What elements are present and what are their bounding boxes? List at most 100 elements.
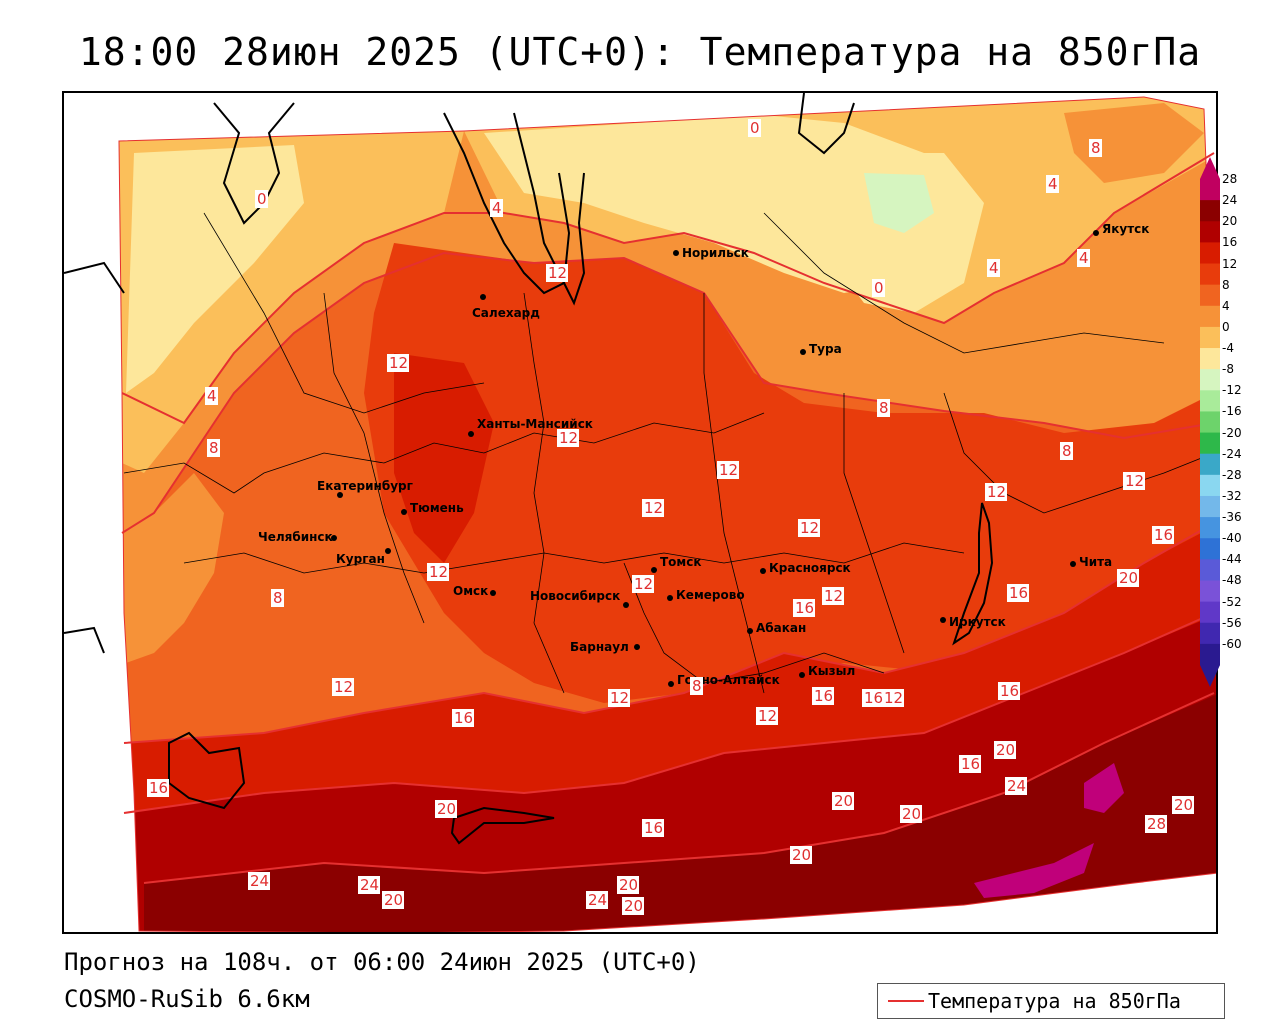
model-name: COSMO-RuSib 6.6км bbox=[64, 985, 310, 1013]
isotherm-label: 12 bbox=[634, 575, 653, 593]
isotherm-label: 4 bbox=[207, 387, 217, 405]
isotherm-label: 16 bbox=[454, 709, 473, 727]
isotherm-label-bg bbox=[271, 589, 284, 607]
isotherm-label: 0 bbox=[750, 119, 760, 137]
colorbar-tick-label: 12 bbox=[1222, 256, 1238, 271]
city-khanty-mansiysk[interactable]: Ханты-Мансийск bbox=[468, 417, 593, 437]
colorbar-swatch bbox=[1200, 242, 1220, 265]
isotherm-label-bg bbox=[1117, 569, 1139, 587]
isotherm-label: 4 bbox=[1048, 175, 1058, 193]
city-gorno-altaysk[interactable]: Горно-Алтайск bbox=[668, 673, 780, 687]
isotherm-label-bg bbox=[1007, 584, 1029, 602]
isotherm-label: 24 bbox=[1007, 777, 1026, 795]
isotherm-label: 20 bbox=[624, 897, 643, 915]
isotherm-label: 20 bbox=[384, 891, 403, 909]
isotherm-label-bg bbox=[717, 461, 739, 479]
isotherm-label: 20 bbox=[902, 805, 921, 823]
city-novosibirsk[interactable]: Новосибирск bbox=[530, 589, 629, 608]
svg-text:Норильск: Норильск bbox=[682, 246, 749, 260]
isotherm-label: 0 bbox=[874, 279, 884, 297]
svg-text:Чита: Чита bbox=[1079, 555, 1112, 569]
isotherm-label: 4 bbox=[1079, 249, 1089, 267]
svg-text:Кызыл: Кызыл bbox=[808, 664, 855, 678]
svg-text:Абакан: Абакан bbox=[756, 621, 806, 635]
city-norilsk[interactable]: Норильск bbox=[673, 246, 749, 260]
city-salekhard[interactable]: Салехард bbox=[472, 294, 540, 320]
isotherm-label: 4 bbox=[492, 199, 502, 217]
colorbar-max-arrow bbox=[1200, 157, 1220, 179]
isotherm-label-bg bbox=[608, 689, 630, 707]
city-chelyabinsk[interactable]: Челябинск bbox=[258, 530, 337, 544]
admin-borders bbox=[123, 212, 1215, 694]
colorbar-swatch bbox=[1200, 179, 1220, 201]
city-krasnoyarsk[interactable]: Красноярск bbox=[760, 561, 851, 575]
svg-text:Омск: Омск bbox=[453, 584, 488, 598]
colorbar-swatch bbox=[1200, 474, 1220, 497]
city-kurgan[interactable]: Курган bbox=[336, 548, 391, 566]
isotherm-label-bg bbox=[427, 563, 449, 581]
isotherm-label: 28 bbox=[1147, 815, 1166, 833]
isotherm-label-bg bbox=[998, 682, 1020, 700]
colorbar-swatch bbox=[1200, 495, 1220, 518]
isotherm-label-bg bbox=[877, 399, 890, 417]
isotherm-label-bg bbox=[1145, 815, 1167, 833]
colorbar-swatch bbox=[1200, 432, 1220, 455]
isotherm-label: 12 bbox=[800, 519, 819, 537]
colorbar-tick-label: 4 bbox=[1222, 298, 1230, 313]
colorbar-tick-label: 8 bbox=[1222, 277, 1230, 292]
city-chita[interactable]: Чита bbox=[1070, 555, 1112, 569]
legend-line-swatch bbox=[888, 1000, 924, 1002]
isotherm-label-bg bbox=[822, 587, 844, 605]
isotherm-label: 16 bbox=[961, 755, 980, 773]
svg-text:Салехард: Салехард bbox=[472, 306, 540, 320]
isotherm-label-bg bbox=[1077, 249, 1090, 267]
isotherm-label: 12 bbox=[389, 354, 408, 372]
isotherm-label: 12 bbox=[429, 563, 448, 581]
isotherm-label: 20 bbox=[996, 741, 1015, 759]
city-tura[interactable]: Тура bbox=[800, 342, 842, 356]
isotherm-label-bg bbox=[617, 876, 639, 894]
svg-text:Тюмень: Тюмень bbox=[410, 501, 464, 515]
colorbar-tick-label: 0 bbox=[1222, 319, 1230, 334]
svg-text:Барнаул: Барнаул bbox=[570, 640, 629, 654]
colorbar-swatch bbox=[1200, 411, 1220, 434]
city-tomsk[interactable]: Томск bbox=[651, 555, 702, 573]
isotherm-label-bg bbox=[790, 846, 812, 864]
colorbar-tick-label: -40 bbox=[1222, 531, 1242, 546]
colorbar-tick-label: 24 bbox=[1222, 193, 1238, 208]
isotherm-label-bg bbox=[490, 199, 503, 217]
isotherm-label-bg bbox=[1152, 526, 1174, 544]
city-yakutsk[interactable]: Якутск bbox=[1093, 222, 1149, 236]
svg-text:Тура: Тура bbox=[809, 342, 842, 356]
svg-text:Челябинск: Челябинск bbox=[258, 530, 333, 544]
isotherm-label-bg bbox=[332, 678, 354, 696]
isotherm-label-bg bbox=[793, 599, 815, 617]
colorbar-swatch bbox=[1200, 517, 1220, 539]
colorbar-tick-label: -28 bbox=[1222, 467, 1242, 482]
city-kemerovo[interactable]: Кемерово bbox=[667, 588, 745, 602]
colorbar-swatch bbox=[1200, 284, 1220, 307]
isotherm-label: 12 bbox=[644, 499, 663, 517]
isotherm-label-bg bbox=[1089, 139, 1102, 157]
isotherm-label-bg bbox=[1123, 472, 1145, 490]
city-abakan[interactable]: Абакан bbox=[747, 621, 806, 635]
isotherm-label: 16 bbox=[1154, 526, 1173, 544]
isotherm-label-bg bbox=[546, 264, 568, 282]
colorbar-tick-label: 20 bbox=[1222, 214, 1238, 229]
city-omsk[interactable]: Омск bbox=[453, 584, 496, 598]
temperature-map[interactable]: Салехард Норильск Якутск Тура Ханты-Манс… bbox=[62, 91, 1218, 934]
colorbar-swatch bbox=[1200, 453, 1220, 476]
isotherm-label: 8 bbox=[1091, 139, 1101, 157]
city-irkutsk[interactable]: Иркутск bbox=[940, 615, 1006, 629]
isotherm-label-bg bbox=[358, 876, 380, 894]
isotherm-label: 8 bbox=[692, 677, 702, 695]
city-yekaterinburg[interactable]: Екатеринбург bbox=[317, 479, 413, 498]
city-tyumen[interactable]: Тюмень bbox=[401, 501, 464, 515]
colorbar-swatch bbox=[1200, 538, 1220, 560]
colorbar-swatch bbox=[1200, 369, 1220, 391]
isotherm-label: 12 bbox=[884, 689, 903, 707]
isotherm-label-bg bbox=[812, 687, 834, 705]
city-kyzyl[interactable]: Кызыл bbox=[799, 664, 855, 678]
colorbar-tick-label: 28 bbox=[1222, 172, 1238, 186]
city-barnaul[interactable]: Барнаул bbox=[570, 640, 640, 654]
